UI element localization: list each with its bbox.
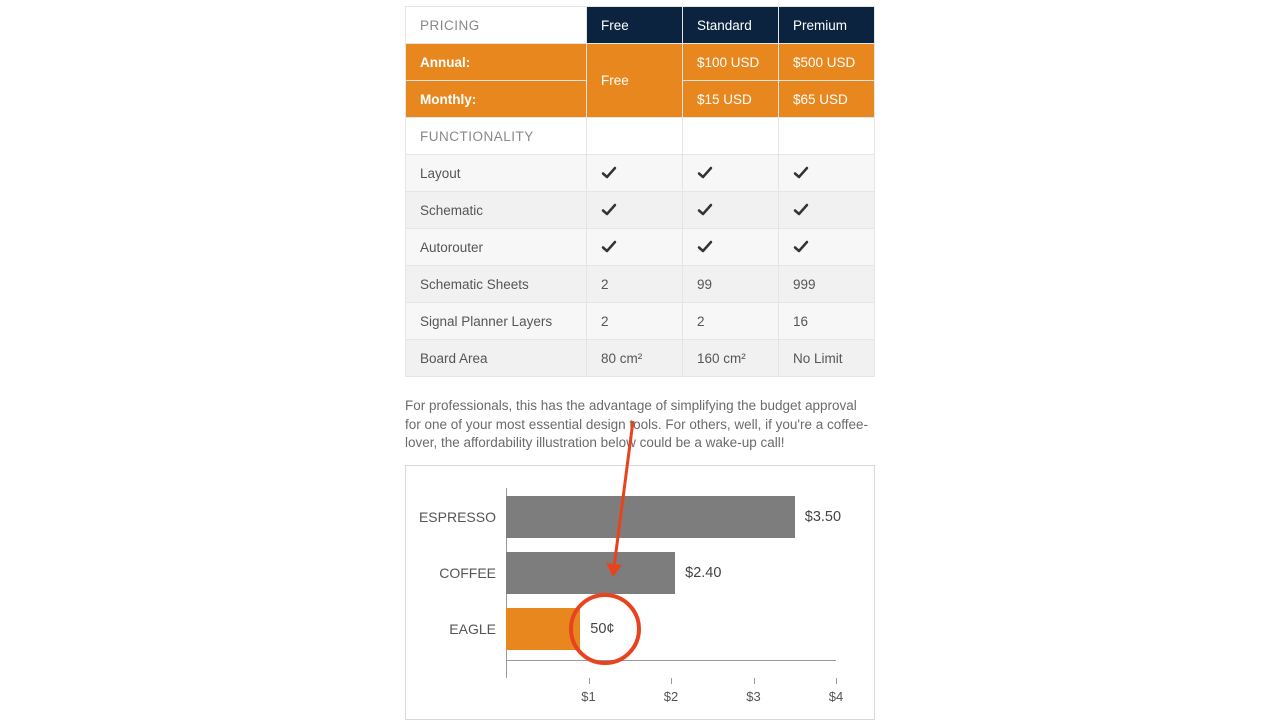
feature-label: Schematic Sheets [406,266,587,303]
chart-x-tick [671,678,672,684]
feature-row: Schematic Sheets299999 [406,266,875,303]
pricing-table: PRICING Free Standard Premium Annual: Fr… [405,6,875,377]
feature-cell: 16 [779,303,875,340]
check-icon [779,229,875,266]
price-annual-standard: $100 USD [683,44,779,81]
chart-x-tick [589,678,590,684]
price-row-annual: Annual: Free $100 USD $500 USD [406,44,875,81]
chart-x-tick [836,678,837,684]
chart-x-tick-label: $1 [581,689,595,704]
check-icon [683,192,779,229]
check-icon [587,155,683,192]
functionality-label: FUNCTIONALITY [406,118,587,155]
feature-cell: 999 [779,266,875,303]
feature-cell: 160 cm² [683,340,779,377]
price-label-monthly: Monthly: [406,81,587,118]
chart-x-tick-label: $4 [829,689,843,704]
price-monthly-standard: $15 USD [683,81,779,118]
check-icon [587,192,683,229]
chart-x-tick [754,678,755,684]
chart-bar-label: EAGLE [416,608,506,650]
feature-cell: 2 [587,266,683,303]
chart-bar-label: COFFEE [416,552,506,594]
chart-bar-label: ESPRESSO [416,496,506,538]
feature-row: Signal Planner Layers2216 [406,303,875,340]
feature-label: Schematic [406,192,587,229]
feature-row: Autorouter [406,229,875,266]
chart-bar-value: $3.50 [795,496,841,538]
affordability-chart: $1$2$3$4 ESPRESSO$3.50COFFEE$2.40EAGLE50… [405,465,875,720]
feature-label: Signal Planner Layers [406,303,587,340]
chart-bar: COFFEE$2.40 [506,552,675,594]
feature-cell: 2 [683,303,779,340]
feature-cell: 99 [683,266,779,303]
check-icon [683,155,779,192]
feature-label: Autorouter [406,229,587,266]
chart-bar: ESPRESSO$3.50 [506,496,795,538]
check-icon [779,192,875,229]
pricing-header-label: PRICING [406,7,587,44]
chart-x-tick-label: $2 [664,689,678,704]
plan-col-standard: Standard [683,7,779,44]
pricing-header-row: PRICING Free Standard Premium [406,7,875,44]
check-icon [683,229,779,266]
feature-row: Layout [406,155,875,192]
check-icon [779,155,875,192]
plan-col-free: Free [587,7,683,44]
feature-row: Board Area80 cm²160 cm²No Limit [406,340,875,377]
price-free-merged: Free [587,44,683,118]
feature-label: Board Area [406,340,587,377]
price-monthly-premium: $65 USD [779,81,875,118]
feature-row: Schematic [406,192,875,229]
price-label-annual: Annual: [406,44,587,81]
feature-cell: 2 [587,303,683,340]
chart-bar-value: $2.40 [675,552,721,594]
price-annual-premium: $500 USD [779,44,875,81]
feature-cell: No Limit [779,340,875,377]
plan-col-premium: Premium [779,7,875,44]
feature-label: Layout [406,155,587,192]
check-icon [587,229,683,266]
functionality-section-row: FUNCTIONALITY [406,118,875,155]
chart-x-axis: $1$2$3$4 [506,660,836,678]
feature-cell: 80 cm² [587,340,683,377]
highlight-circle [569,593,641,665]
chart-x-tick-label: $3 [746,689,760,704]
description-paragraph: For professionals, this has the advantag… [405,397,875,453]
